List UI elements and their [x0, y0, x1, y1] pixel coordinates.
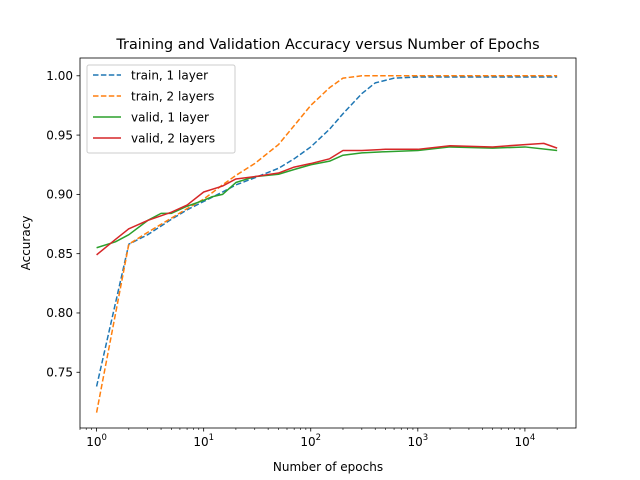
- series-line-4: [96, 142, 558, 256]
- x-tick-label: 104: [515, 433, 536, 449]
- x-axis-title: Number of epochs: [273, 460, 383, 474]
- chart-title: Training and Validation Accuracy versus …: [115, 37, 539, 53]
- y-tick-label: 1.00: [46, 69, 73, 83]
- y-tick-label: 0.80: [46, 306, 73, 320]
- y-tick-label: 0.95: [46, 128, 73, 142]
- x-tick-label: 103: [407, 433, 428, 449]
- x-axis: 100 101 102 103 104: [79, 428, 558, 449]
- x-tick-label: 100: [86, 433, 107, 449]
- legend-label: valid, 1 layer: [131, 110, 209, 124]
- x-tick-label: 102: [300, 433, 321, 449]
- legend-frame: [86, 64, 236, 154]
- series-line-2: [95, 75, 558, 413]
- legend: train, 1 layer train, 2 layers valid, 1 la…: [86, 64, 236, 154]
- x-tick-label: 101: [193, 433, 214, 449]
- legend-label: train, 2 layers: [131, 89, 214, 103]
- y-axis: 0.75 0.80 0.85 0.90 0.95 1.00: [46, 69, 80, 379]
- y-tick-label: 0.85: [46, 247, 73, 261]
- y-axis-title: Accuracy: [19, 216, 33, 271]
- legend-label: valid, 2 layers: [131, 131, 215, 145]
- plot-area: [79, 57, 577, 429]
- series-line-1: [95, 76, 558, 387]
- y-tick-label: 0.75: [46, 365, 73, 379]
- series-layer: [95, 75, 558, 413]
- plot-frame: [79, 57, 577, 429]
- legend-label: train, 1 layer: [131, 68, 208, 82]
- y-tick-label: 0.90: [46, 188, 73, 202]
